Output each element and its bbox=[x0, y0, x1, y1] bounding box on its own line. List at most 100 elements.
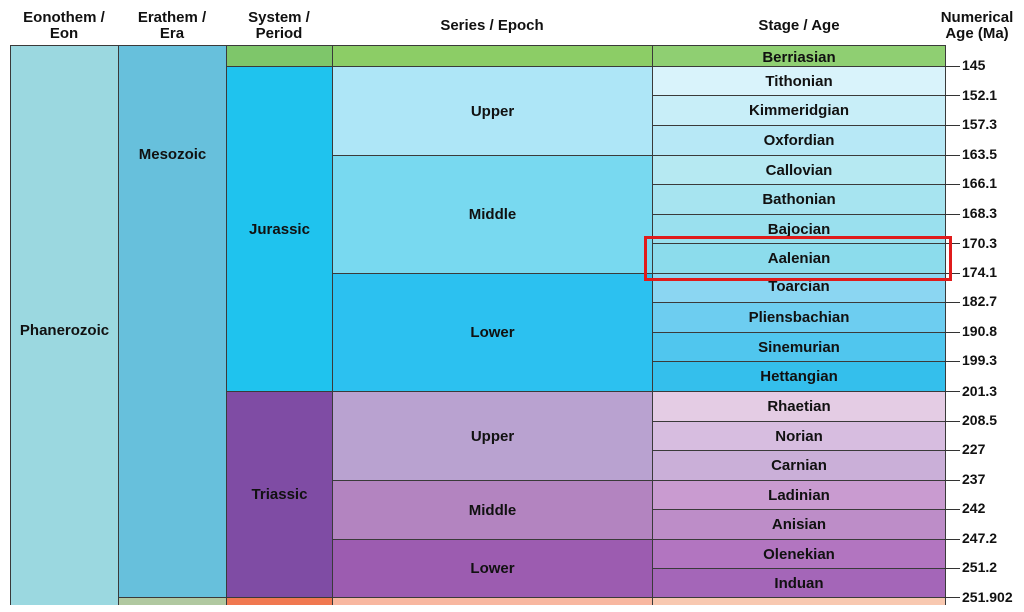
stage-label: Oxfordian bbox=[763, 132, 835, 149]
stage-cell-pliensbachian: Pliensbachian bbox=[652, 302, 946, 333]
header-age-text: Numerical Age (Ma) bbox=[940, 9, 1014, 42]
age-label: 242 bbox=[962, 500, 986, 516]
stage-cell-kimmeridgian: Kimmeridgian bbox=[652, 95, 946, 126]
stage-label: Norian bbox=[775, 427, 823, 445]
age-label: 170.3 bbox=[962, 235, 998, 251]
header-eon-text: Eonothem / Eon bbox=[23, 9, 105, 42]
age-label: 251.902 bbox=[962, 589, 1013, 605]
age-tick bbox=[944, 361, 960, 362]
age-tick bbox=[944, 243, 960, 244]
stage-cell-carnian: Carnian bbox=[652, 450, 946, 481]
stage-label: Toarcian bbox=[768, 278, 830, 295]
epoch-label: Middle bbox=[468, 206, 517, 223]
stage-cell-tithonian: Tithonian bbox=[652, 66, 946, 96]
period-cell-jurassic: Jurassic bbox=[226, 66, 333, 392]
period-cell-cretaceous bbox=[226, 45, 333, 67]
age-tick bbox=[944, 214, 960, 215]
header-stage: Stage / Age bbox=[652, 18, 946, 34]
stage-cell-norian: Norian bbox=[652, 421, 946, 451]
age-tick bbox=[944, 421, 960, 422]
epoch-cell-upper-triassic: Upper bbox=[332, 391, 653, 481]
stage-cell-bathonian: Bathonian bbox=[652, 184, 946, 215]
header-period: System / Period bbox=[226, 10, 332, 42]
age-label: 152.1 bbox=[962, 87, 998, 103]
stage-cell-toarcian: Toarcian bbox=[652, 273, 946, 303]
age-label: 247.2 bbox=[962, 530, 998, 546]
stage-label: Olenekian bbox=[763, 545, 835, 563]
period-cell-triassic: Triassic bbox=[226, 391, 333, 598]
header-era-text: Erathem / Era bbox=[137, 9, 207, 42]
stage-cell-ladinian: Ladinian bbox=[652, 480, 946, 510]
stage-label: Ladinian bbox=[768, 486, 830, 504]
stage-label: Aalenian bbox=[767, 250, 831, 267]
age-label: 174.1 bbox=[962, 264, 998, 280]
stage-cell-olenekian: Olenekian bbox=[652, 539, 946, 569]
age-tick bbox=[944, 509, 960, 510]
epoch-cell-upper-jurassic: Upper bbox=[332, 66, 653, 156]
eon-label: Phanerozoic bbox=[19, 321, 110, 339]
stage-label: Berriasian bbox=[762, 49, 836, 66]
stage-label: Pliensbachian bbox=[748, 309, 850, 326]
age-tick bbox=[944, 450, 960, 451]
header-eon: Eonothem / Eon bbox=[10, 10, 118, 42]
stage-cell-aalenian: Aalenian bbox=[652, 243, 946, 274]
header-stage-text: Stage / Age bbox=[758, 17, 840, 34]
header-epoch-text: Series / Epoch bbox=[440, 17, 544, 34]
stage-cell-oxfordian: Oxfordian bbox=[652, 125, 946, 156]
stage-label: Carnian bbox=[771, 457, 827, 474]
stage-cell-induan: Induan bbox=[652, 568, 946, 598]
epoch-cell-middle-jurassic: Middle bbox=[332, 155, 653, 274]
stage-label: Anisian bbox=[771, 516, 827, 533]
stage-label: Hettangian bbox=[760, 368, 838, 385]
stage-cell-rhaetian: Rhaetian bbox=[652, 391, 946, 422]
eon-cell: Phanerozoic bbox=[10, 45, 119, 612]
era-label: Mesozoic bbox=[138, 146, 207, 163]
period-label: Jurassic bbox=[249, 220, 310, 238]
stage-cell-berriasian: Berriasian bbox=[652, 45, 946, 67]
header-era: Erathem / Era bbox=[118, 10, 226, 42]
stage-label: Rhaetian bbox=[767, 398, 831, 415]
stage-cell-bajocian: Bajocian bbox=[652, 214, 946, 244]
epoch-label: Upper bbox=[470, 102, 515, 120]
age-label: 182.7 bbox=[962, 293, 998, 309]
age-tick bbox=[944, 597, 960, 598]
age-tick bbox=[944, 273, 960, 274]
age-tick bbox=[944, 155, 960, 156]
epoch-label: Middle bbox=[468, 501, 517, 519]
age-label: 163.5 bbox=[962, 146, 998, 162]
epoch-label: Upper bbox=[470, 427, 515, 445]
age-tick bbox=[944, 302, 960, 303]
stage-label: Bajocian bbox=[767, 220, 831, 238]
era-cell-mesozoic: Mesozoic bbox=[118, 45, 227, 598]
stage-cell-hettangian: Hettangian bbox=[652, 361, 946, 392]
epoch-cell-lower-triassic: Lower bbox=[332, 539, 653, 598]
age-label: 145 bbox=[962, 57, 986, 73]
bottom-edge bbox=[0, 605, 1024, 612]
epoch-cell-middle-triassic: Middle bbox=[332, 480, 653, 540]
stage-cell-anisian: Anisian bbox=[652, 509, 946, 540]
age-label: 201.3 bbox=[962, 383, 998, 399]
stage-label: Tithonian bbox=[765, 72, 833, 90]
age-label: 199.3 bbox=[962, 352, 998, 368]
age-tick bbox=[944, 568, 960, 569]
header-age: Numerical Age (Ma) bbox=[930, 10, 1024, 42]
age-tick bbox=[944, 184, 960, 185]
stage-label: Sinemurian bbox=[758, 338, 840, 356]
age-label: 166.1 bbox=[962, 175, 998, 191]
header-epoch: Series / Epoch bbox=[332, 18, 652, 34]
stage-label: Induan bbox=[774, 574, 824, 592]
epoch-label: Lower bbox=[470, 324, 515, 341]
stage-cell-sinemurian: Sinemurian bbox=[652, 332, 946, 362]
stage-label: Bathonian bbox=[762, 191, 836, 208]
age-label: 227 bbox=[962, 441, 986, 457]
stage-cell-callovian: Callovian bbox=[652, 155, 946, 185]
age-tick bbox=[944, 66, 960, 67]
stage-label: Kimmeridgian bbox=[748, 102, 850, 119]
age-tick bbox=[944, 125, 960, 126]
epoch-cell bbox=[332, 45, 653, 67]
age-label: 157.3 bbox=[962, 116, 998, 132]
epoch-label: Lower bbox=[470, 560, 515, 577]
age-tick bbox=[944, 95, 960, 96]
stage-label: Callovian bbox=[765, 161, 833, 179]
